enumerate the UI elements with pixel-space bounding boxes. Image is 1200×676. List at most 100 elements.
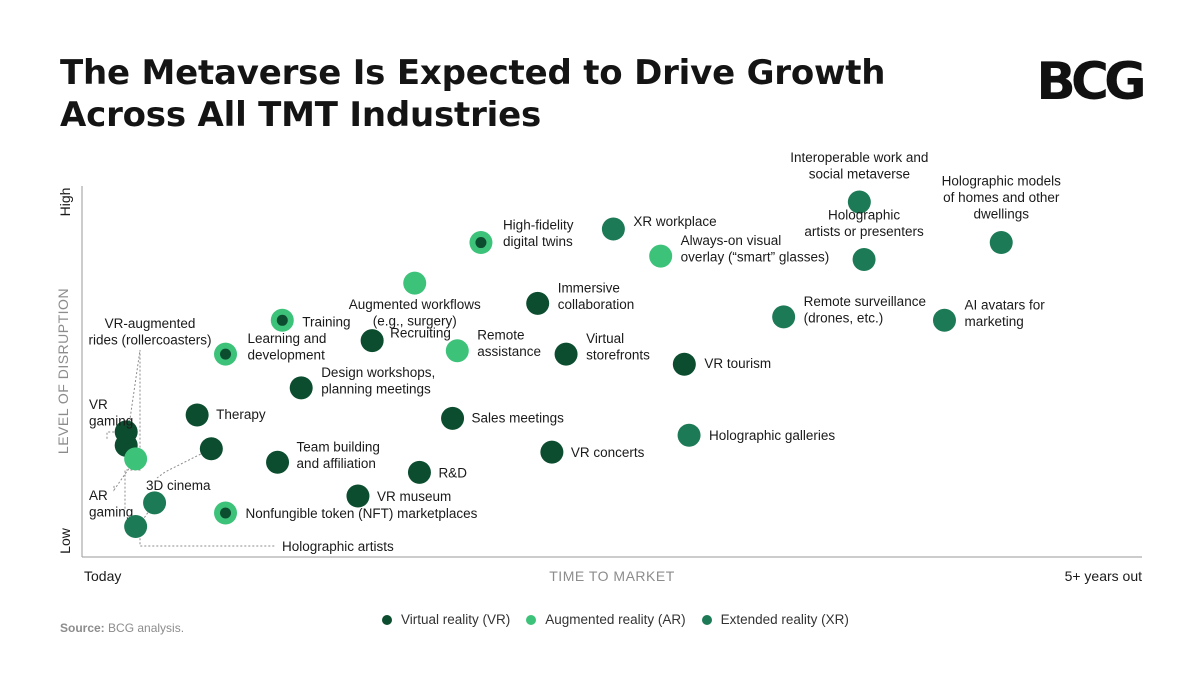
- data-label-line: digital twins: [503, 234, 573, 249]
- data-point-vr: [441, 406, 465, 430]
- data-point-xr: [143, 491, 167, 515]
- legend-marker-ar: [526, 614, 537, 625]
- x-axis-title: TIME TO MARKET: [549, 568, 675, 584]
- y-tick-label-high: High: [57, 188, 73, 217]
- data-label-line: Team building: [297, 439, 380, 454]
- data-label-line: artists or presenters: [804, 224, 924, 239]
- legend-marker-vr: [382, 614, 392, 625]
- data-label: Augmented workflows (e.g., surgery): [349, 297, 481, 329]
- data-point-vr: [346, 484, 370, 508]
- data-point-vr: [185, 403, 209, 427]
- data-label-line: gaming: [89, 414, 133, 429]
- data-label-line: overlay (“smart” glasses): [681, 250, 830, 265]
- data-label-line: VR tourism: [704, 356, 771, 371]
- legend-item-vr: Virtual reality (VR): [382, 612, 510, 627]
- data-label-line: Augmented workflows: [349, 297, 481, 312]
- data-label: VR-augmented rides (rollercoasters): [88, 316, 211, 348]
- data-label-line: Nonfungible token (NFT) marketplaces: [246, 506, 478, 521]
- legend-item-xr: Extended reality (XR): [701, 612, 849, 627]
- leader-line: [156, 448, 212, 479]
- data-point-core: [276, 314, 288, 326]
- data-label-line: storefronts: [586, 348, 650, 363]
- data-label: R&D: [438, 465, 467, 480]
- data-label-line: VR museum: [377, 489, 451, 504]
- data-label-line: of homes and other: [943, 190, 1060, 205]
- data-point-core: [220, 348, 232, 360]
- data-label: Remote assistance: [477, 328, 541, 360]
- data-point-vr: [266, 450, 290, 474]
- legend-label-vr: Virtual reality (VR): [401, 612, 511, 627]
- data-label-line: VR concerts: [571, 445, 645, 460]
- data-label-line: Holographic galleries: [709, 428, 835, 443]
- data-label: VR concerts: [571, 445, 645, 460]
- data-label-line: dwellings: [973, 207, 1029, 222]
- data-label: AI avatars for marketing: [964, 297, 1045, 329]
- y-tick-label-low: Low: [57, 527, 73, 554]
- data-point-vr: [407, 460, 431, 484]
- data-point-xr: [677, 423, 701, 447]
- data-point-vr: [672, 352, 696, 376]
- data-point-xr: [847, 190, 871, 214]
- data-label-line: Sales meetings: [472, 410, 565, 425]
- data-label-line: Immersive: [558, 280, 620, 295]
- data-label-line: Recruiting: [390, 326, 451, 341]
- data-point-vr: [199, 437, 223, 461]
- data-label: Sales meetings: [472, 410, 565, 425]
- data-label-line: Remote surveillance: [804, 294, 926, 309]
- data-point-xr: [852, 247, 876, 271]
- data-point-vr: [526, 291, 550, 315]
- data-point-ar: [649, 244, 673, 268]
- data-label-line: assistance: [477, 344, 541, 359]
- source-note: Source: BCG analysis.: [60, 621, 184, 635]
- data-label-line: (e.g., surgery): [373, 314, 457, 329]
- data-label: Immersive collaboration: [558, 280, 635, 312]
- data-label-line: Design workshops,: [321, 365, 435, 380]
- data-label-line: VR: [89, 397, 108, 412]
- data-point-xr: [124, 514, 148, 538]
- leader-line: [106, 431, 127, 440]
- data-label-line: development: [248, 348, 326, 363]
- data-label-line: and affiliation: [297, 456, 376, 471]
- data-label: Learning and development: [248, 331, 327, 363]
- data-label-line: Interoperable work and: [790, 150, 928, 165]
- x-tick-label-start: Today: [84, 568, 121, 584]
- data-label-line: Training: [302, 314, 350, 329]
- chart-title-line-2: Across All TMT Industries: [60, 95, 542, 135]
- leader-line: [124, 349, 141, 510]
- data-label-line: Holographic artists: [282, 539, 394, 554]
- data-label-line: marketing: [964, 314, 1023, 329]
- x-tick-label-end: 5+ years out: [1065, 568, 1143, 584]
- data-label: 3D cinema: [146, 478, 211, 493]
- data-label-line: Holographic models: [942, 174, 1062, 189]
- data-label-line: XR workplace: [633, 214, 716, 229]
- data-label: Design workshops, planning meetings: [321, 365, 435, 397]
- data-point-ar: [124, 447, 148, 471]
- legend: Virtual reality (VR) Augmented reality (…: [382, 612, 849, 627]
- data-label: Always-on visual overlay (“smart” glasses…: [681, 233, 830, 265]
- data-point-ar: [445, 339, 469, 363]
- data-label: VR gaming: [89, 397, 133, 429]
- data-point-vr: [554, 342, 578, 366]
- data-label-line: Learning and: [248, 331, 327, 346]
- data-label-line: VR-augmented: [105, 316, 196, 331]
- data-label: VR museum: [377, 489, 451, 504]
- data-point-ar: [403, 271, 427, 295]
- data-label: Holographic artists or presenters: [804, 207, 924, 239]
- data-label: Recruiting: [390, 326, 451, 341]
- data-label-line: Therapy: [216, 407, 266, 422]
- data-point-xr: [601, 217, 625, 241]
- data-label-line: AR: [89, 488, 108, 503]
- legend-label-ar: Augmented reality (AR): [545, 612, 686, 627]
- legend-item-ar: Augmented reality (AR): [526, 612, 686, 627]
- data-label-line: planning meetings: [321, 381, 431, 396]
- legend-label-xr: Extended reality (XR): [720, 612, 849, 627]
- data-label: Holographic models of homes and other dwel…: [942, 174, 1062, 222]
- data-label-line: 3D cinema: [146, 478, 211, 493]
- data-point-core: [475, 237, 487, 249]
- data-point-core: [220, 507, 232, 519]
- source-text: BCG analysis.: [108, 621, 185, 635]
- data-label-line: Holographic: [828, 207, 900, 222]
- data-label: Holographic galleries: [709, 428, 835, 443]
- data-label: AR gaming: [89, 488, 133, 520]
